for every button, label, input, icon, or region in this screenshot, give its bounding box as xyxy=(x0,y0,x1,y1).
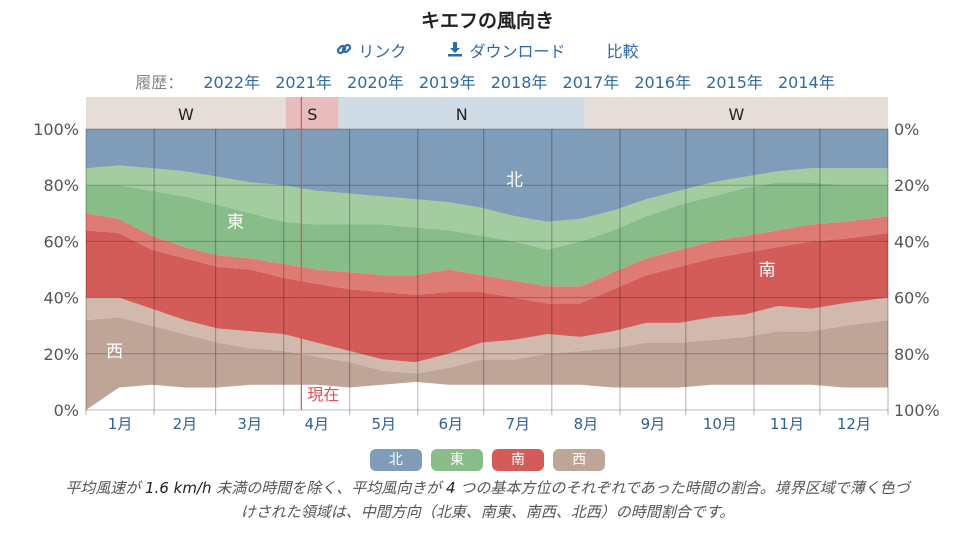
season-label-3: W xyxy=(728,105,744,124)
history-year-2021[interactable]: 2021年 xyxy=(275,73,332,92)
area-band-2 xyxy=(86,230,888,363)
caption-speed: 1.6 km/h xyxy=(145,479,212,497)
region-label-1: 東 xyxy=(227,213,244,233)
legend: 北 東 南 西 xyxy=(0,449,975,471)
region-label-0: 北 xyxy=(506,171,523,191)
page-title: キエフの風向き xyxy=(420,10,554,32)
link-label: リンク xyxy=(358,42,407,61)
history-year-2015[interactable]: 2015年 xyxy=(706,73,763,92)
caption-count: 4 xyxy=(446,479,456,497)
month-label-9: 10月 xyxy=(703,415,737,433)
y-tick-right-2: 60% xyxy=(894,289,930,308)
month-label-0: 1月 xyxy=(108,415,133,433)
history-year-2019[interactable]: 2019年 xyxy=(418,73,476,92)
region-label-2: 南 xyxy=(759,261,776,281)
history-year-2016[interactable]: 2016年 xyxy=(634,73,692,92)
month-label-3: 4月 xyxy=(304,415,329,433)
month-label-5: 6月 xyxy=(438,415,463,433)
legend-east[interactable]: 東 xyxy=(430,449,483,471)
legend-north[interactable]: 北 xyxy=(369,449,422,471)
action-bar: リンク ダウンロード 比較 xyxy=(0,38,975,62)
season-band-0 xyxy=(86,97,286,129)
history-year-2022[interactable]: 2022年 xyxy=(203,73,261,92)
history-year-2020[interactable]: 2020年 xyxy=(347,73,404,92)
month-label-4: 5月 xyxy=(371,415,396,433)
download-button[interactable]: ダウンロード xyxy=(447,42,570,61)
y-tick-left-0: 0% xyxy=(54,401,79,420)
month-label-10: 11月 xyxy=(770,415,804,433)
area-band-4 xyxy=(86,182,888,287)
month-label-11: 12月 xyxy=(837,415,871,433)
region-label-3: 西 xyxy=(106,342,123,362)
month-label-1: 2月 xyxy=(173,415,198,433)
y-tick-right-4: 20% xyxy=(894,176,930,195)
month-label-8: 9月 xyxy=(641,415,666,433)
caption-post: つの基本方位のそれぞれであった時間の割合。境界区域で薄く色づけされた領域は、中間… xyxy=(240,479,910,521)
y-tick-left-5: 100% xyxy=(33,120,79,139)
month-label-2: 3月 xyxy=(237,415,262,433)
history-year-2014[interactable]: 2014年 xyxy=(778,73,835,92)
season-label-0: W xyxy=(178,105,194,124)
download-icon xyxy=(447,41,463,61)
link-icon xyxy=(336,41,352,61)
link-button[interactable]: リンク xyxy=(336,42,411,61)
y-tick-left-4: 80% xyxy=(43,176,79,195)
chart-caption: 平均風速が 1.6 km/h 未満の時間を除く、平均風向きが 4 つの基本方位の… xyxy=(60,476,915,524)
y-tick-right-0: 100% xyxy=(894,401,940,420)
season-label-1: S xyxy=(307,105,317,124)
y-tick-left-2: 40% xyxy=(43,289,79,308)
y-tick-right-1: 80% xyxy=(894,345,930,364)
season-band-1 xyxy=(285,97,339,129)
y-tick-left-3: 60% xyxy=(43,232,79,251)
area-band-0 xyxy=(86,317,888,410)
season-label-2: N xyxy=(456,105,468,124)
area-band-3 xyxy=(86,213,888,304)
download-label: ダウンロード xyxy=(469,42,566,61)
month-label-6: 7月 xyxy=(505,415,530,433)
y-tick-left-1: 20% xyxy=(43,345,79,364)
season-band-2 xyxy=(338,97,585,129)
history-bar: 履歴： 2022年 2021年 2020年 2019年 2018年 2017年 … xyxy=(0,69,975,93)
history-year-2018[interactable]: 2018年 xyxy=(490,73,548,92)
caption-mid: 未満の時間を除く、平均風向きが xyxy=(211,479,447,497)
history-year-2017[interactable]: 2017年 xyxy=(562,73,620,92)
month-label-7: 8月 xyxy=(574,415,599,433)
y-tick-right-3: 40% xyxy=(894,232,930,251)
legend-west[interactable]: 西 xyxy=(553,449,606,471)
area-band-6 xyxy=(86,129,888,222)
legend-south[interactable]: 南 xyxy=(492,449,545,471)
compare-label: 比較 xyxy=(606,42,639,61)
area-band-1 xyxy=(86,297,888,374)
season-band-3 xyxy=(584,97,888,129)
caption-pre: 平均風速が xyxy=(65,479,146,497)
compare-button[interactable]: 比較 xyxy=(607,42,639,61)
now-label: 現在 xyxy=(307,385,339,404)
history-label: 履歴： xyxy=(135,73,184,92)
area-band-5 xyxy=(86,165,888,250)
y-tick-right-5: 0% xyxy=(894,120,919,139)
